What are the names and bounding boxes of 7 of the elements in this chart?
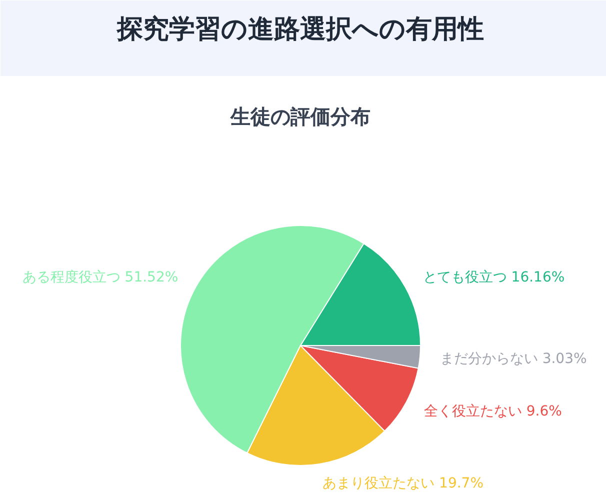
chart-title: 探究学習の進路選択への有用性 [116,14,484,44]
chart-subtitle: 生徒の評価分布 [230,104,370,128]
slice-label: とても役立つ 16.16% [422,269,565,286]
slice-label: あまり役立たない 19.7% [322,476,484,492]
slice-label: まだ分からない 3.03% [440,350,587,367]
slice-label: 全く役立たない 9.6% [424,404,562,420]
slice-label: ある程度役立つ 51.52% [22,269,178,286]
